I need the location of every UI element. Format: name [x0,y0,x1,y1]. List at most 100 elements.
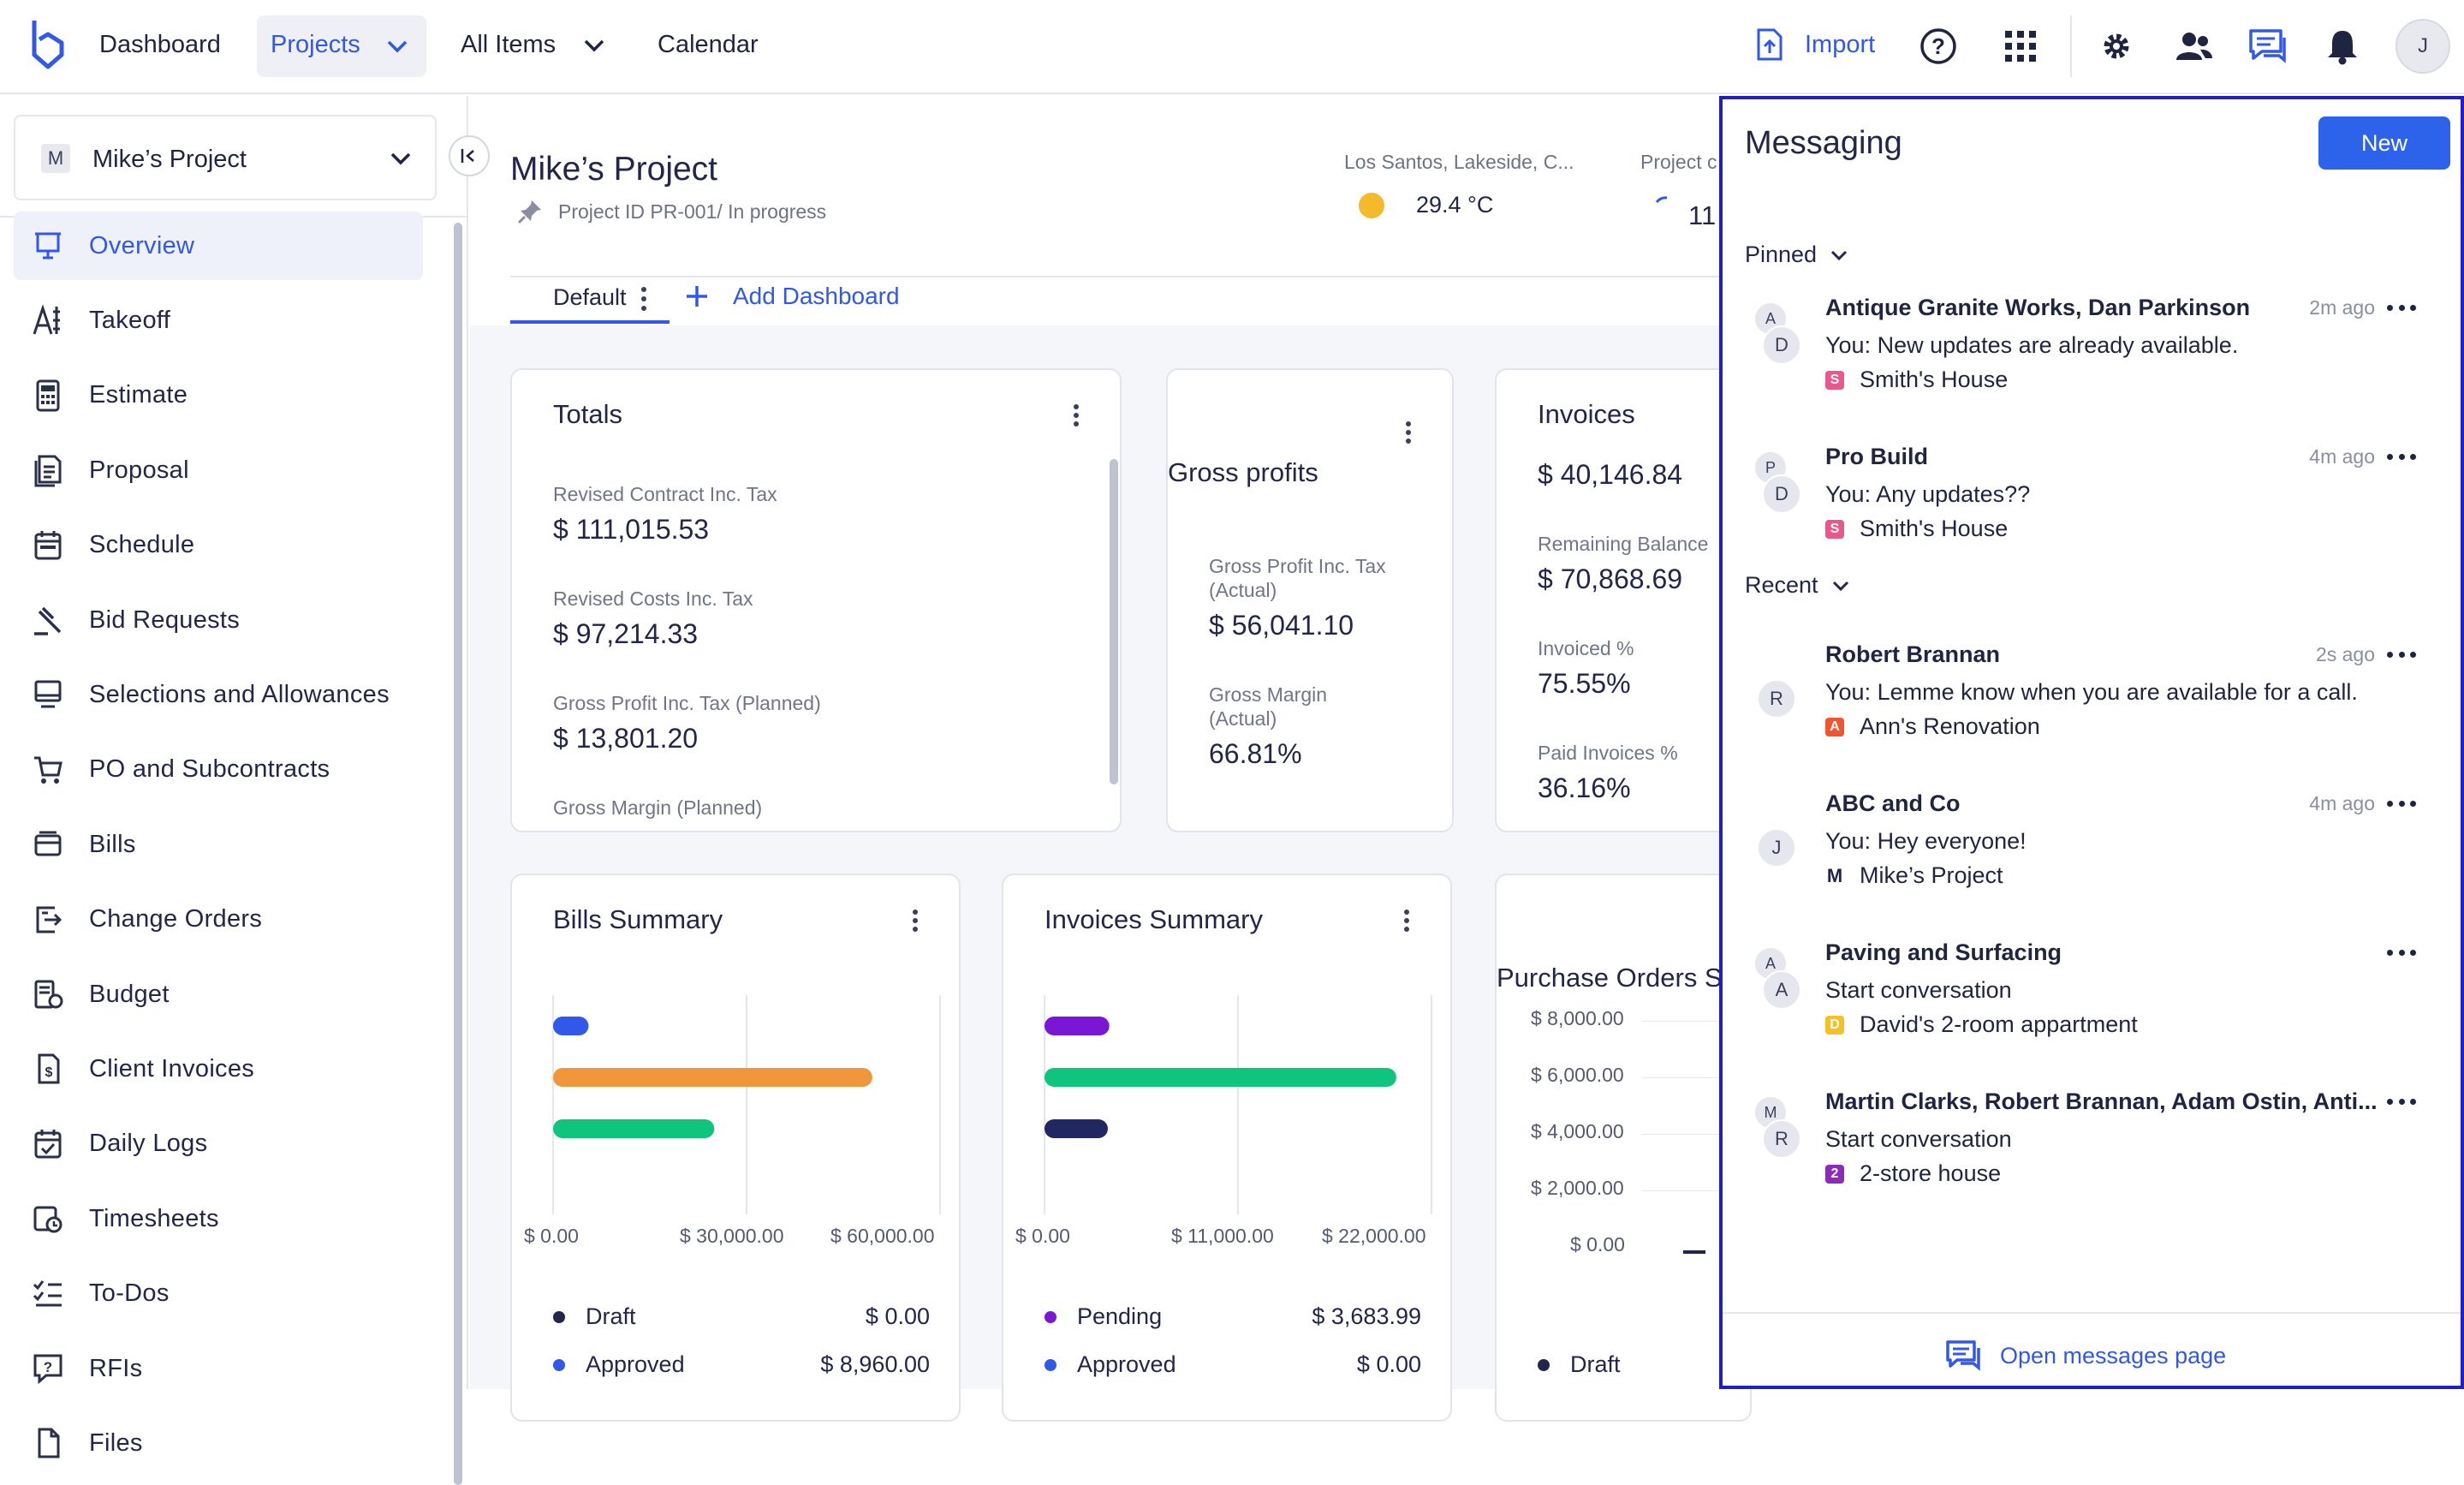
sidebar-item-to-dos[interactable]: To-Dos [14,1260,423,1328]
chevron-down-icon [1829,247,1849,264]
sidebar-item-timesheets[interactable]: Timesheets [14,1184,423,1253]
kebab-icon[interactable] [1404,418,1413,447]
chevron-down-icon [1830,577,1851,594]
recent-section-toggle[interactable]: Recent [1745,572,1851,599]
stat-label: Paid Invoices % [1538,742,1678,764]
kebab-icon[interactable] [640,286,647,312]
nav-calendar[interactable]: Calendar [658,31,759,58]
collapse-sidebar-button[interactable] [449,135,490,176]
more-options-icon[interactable] [2387,454,2416,462]
new-message-button[interactable]: New [2318,116,2450,170]
card-title: Invoices [1538,399,1635,429]
conversation-project: S Smith's House [1825,367,2008,393]
more-options-icon[interactable] [2387,801,2416,809]
conversation-item[interactable]: J ABC and Co 4m ago You: Hey everyone! M Mike… [1723,790,2452,927]
sidebar-item-label: Bid Requests [89,605,241,634]
sidebar-item-label: To-Dos [89,1279,170,1308]
more-options-icon[interactable] [2387,1099,2416,1107]
sidebar-item-rfis[interactable]: ? RFIs [14,1334,423,1403]
kebab-icon[interactable] [1072,401,1080,430]
project-selector[interactable]: M Mike’s Project [14,115,437,200]
conversation-time: 2m ago [2309,296,2375,319]
sidebar-item-bid-requests[interactable]: Bid Requests [14,586,423,654]
messaging-title: Messaging [1745,125,1902,161]
sidebar-item-schedule[interactable]: Schedule [14,511,423,580]
pin-icon[interactable] [517,199,543,224]
bar[interactable] [1045,1017,1110,1035]
sidebar-scrollbar[interactable] [454,223,462,1485]
y-tick-label: $ 8,000.00 [1531,1007,1624,1029]
sidebar-item-files[interactable]: Files [14,1409,423,1477]
sidebar-item-client-invoices[interactable]: $ Client Invoices [14,1035,423,1103]
top-navigation-bar: Dashboard Projects All Items Calendar Im… [0,0,2464,94]
conversation-item[interactable]: R Robert Brannan 2s ago You: Lemme know whe… [1723,641,2452,778]
sidebar-item-label: Estimate [89,381,188,409]
conversation-name: Antique Granite Works, Dan Parkinson [1825,295,2251,320]
sidebar-item-proposal[interactable]: Proposal [14,436,423,504]
chevron-down-icon [389,149,413,170]
more-options-icon[interactable] [2387,652,2416,660]
tab-default[interactable]: Default [510,279,670,324]
stat-label: Gross Profit Inc. Tax (Planned) [553,692,821,714]
sidebar-item-label: Schedule [89,531,195,559]
bar[interactable] [1045,1119,1108,1138]
project-stat-label: Project c [1640,151,1717,173]
conversation-item[interactable]: A D Antique Granite Works, Dan Parkinson 2m… [1723,295,2452,432]
conversation-name: Pro Build [1825,444,1928,469]
bar[interactable] [553,1017,589,1035]
sidebar-item-budget[interactable]: Budget [14,960,423,1029]
sidebar-item-overview[interactable]: Overview [14,212,423,280]
sidebar-item-label: Budget [89,980,170,1008]
sidebar-item-daily-logs[interactable]: Daily Logs [14,1110,423,1178]
card-title: Invoices Summary [1045,904,1263,934]
stat-value: $ 111,015.53 [553,514,710,545]
gear-icon[interactable] [2099,29,2134,63]
nav-all-items[interactable]: All Items [461,31,556,58]
bar[interactable] [553,1119,715,1138]
chevron-down-icon [385,36,409,57]
upload-file-icon [1755,27,1784,62]
y-tick-label: $ 0.00 [1570,1233,1625,1255]
chevron-down-icon[interactable] [582,36,606,57]
conversation-project: S Smith's House [1825,516,2008,542]
nav-projects[interactable]: Projects [257,15,426,77]
conversation-time: 4m ago [2309,445,2375,468]
more-options-icon[interactable] [2387,950,2416,958]
sidebar-item-estimate[interactable]: Estimate [14,361,423,430]
conversation-item[interactable]: M R Martin Clarks, Robert Brannan, Adam Os… [1723,1088,2452,1226]
presentation-icon [31,229,65,263]
calculator-icon [31,379,65,413]
open-messages-page-link[interactable]: Open messages page [1945,1339,2226,1372]
sidebar-item-bills[interactable]: Bills [14,810,423,879]
bell-icon[interactable] [2325,27,2360,65]
conversation-item[interactable]: P D Pro Build 4m ago You: Any updates?? S Smit… [1723,444,2452,581]
add-dashboard-button[interactable]: Add Dashboard [685,283,900,310]
kebab-icon[interactable] [911,906,920,935]
avatar: D [1762,325,1801,365]
help-icon[interactable]: ? [1919,27,1957,65]
bar[interactable] [553,1068,872,1087]
purchase-orders-card: Purchase Orders S $ 8,000.00 $ 6,000.00 … [1495,874,1752,1422]
users-icon[interactable] [2175,29,2214,63]
sidebar-item-selections-and-allowances[interactable]: Selections and Allowances [14,660,423,729]
more-options-icon[interactable] [2387,305,2416,313]
svg-text:?: ? [44,1359,52,1375]
sidebar-item-takeoff[interactable]: Takeoff [14,286,423,355]
sidebar-item-change-orders[interactable]: Change Orders [14,886,423,954]
nav-dashboard[interactable]: Dashboard [99,31,221,58]
page-title: Mike’s Project [510,151,718,188]
chat-icon[interactable] [2248,27,2288,65]
apps-grid-icon[interactable] [2003,29,2038,63]
app-logo[interactable] [29,17,67,74]
stat-label: Remaining Balance [1538,533,1709,555]
weather-temperature: 29.4 °C [1416,192,1494,218]
card-scrollbar[interactable] [1110,459,1118,784]
user-avatar[interactable]: J [2396,19,2450,74]
bar[interactable] [1045,1068,1396,1087]
kebab-icon[interactable] [1402,906,1411,935]
sidebar-item-po-and-subcontracts[interactable]: PO and Subcontracts [14,736,423,804]
pinned-section-toggle[interactable]: Pinned [1745,242,1849,268]
conversation-item[interactable]: A A Paving and Surfacing Start conversation… [1723,939,2452,1076]
stat-label: (Actual) [1209,579,1277,601]
import-button[interactable]: Import [1755,27,1875,62]
